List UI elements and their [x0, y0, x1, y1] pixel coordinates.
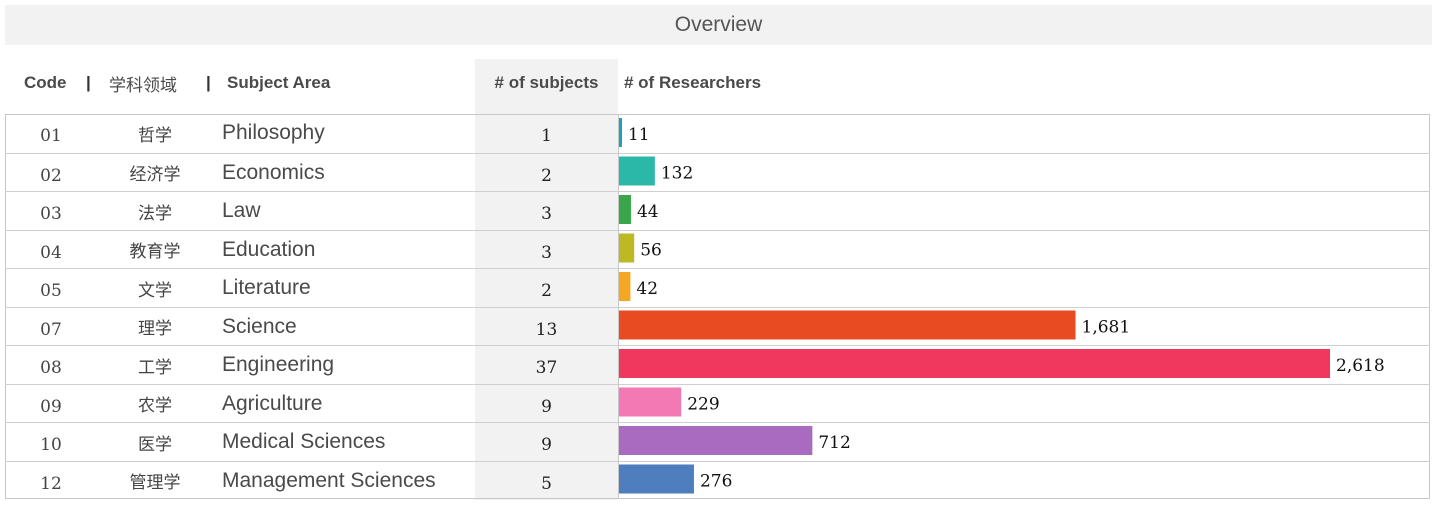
num-subjects-value: 9	[541, 435, 552, 455]
bar-science	[619, 310, 1076, 340]
subject-code: 10	[40, 435, 62, 455]
subject-name-cn: 管理学	[129, 473, 181, 493]
table-row: 07 理学 Science 13	[5, 306, 1430, 345]
table-row: 04 教育学 Education 3	[5, 229, 1430, 268]
num-subjects-value: 2	[541, 281, 552, 301]
num-subjects-value: 5	[541, 473, 552, 494]
subject-name: Economics	[222, 160, 325, 184]
header-num-researchers: # of Researchers	[624, 73, 762, 92]
subject-code: 04	[40, 242, 62, 263]
subject-name-cn: 理学	[138, 319, 172, 339]
num-subjects-value: 9	[541, 396, 552, 417]
bar-management-sciences	[619, 464, 694, 494]
bar-education	[619, 233, 635, 263]
bar-engineering	[619, 349, 1330, 378]
num-subjects-value: 37	[535, 358, 558, 378]
subject-name: Education	[222, 237, 316, 261]
bar-value-label: 1,681	[1082, 318, 1131, 338]
table-row: 12 管理学 Management Sciences 5	[5, 460, 1430, 499]
subject-name-cn: 法学	[138, 203, 172, 224]
bar-medical-sciences	[619, 426, 813, 455]
subject-name-cn: 文学	[138, 280, 172, 301]
subject-name: Science	[222, 314, 297, 338]
num-subjects-value: 2	[541, 165, 552, 186]
table-row: 02 经济学 Economics 2	[5, 152, 1430, 191]
subject-code: 09	[40, 396, 62, 417]
num-subjects-value: 1	[541, 126, 552, 146]
subject-code: 12	[40, 473, 62, 494]
subjects-column-background	[475, 59, 618, 500]
subject-name-cn: 哲学	[138, 125, 172, 146]
table-row: 10 医学 Medical Sciences 9	[5, 422, 1430, 460]
bar-value-label: 276	[700, 472, 732, 492]
table-row: 05 文学 Literature 2	[5, 268, 1430, 306]
subject-name-cn: 工学	[138, 357, 172, 378]
bar-axis-line	[618, 114, 619, 499]
header-separator: |	[86, 73, 91, 92]
header-subject-area: Subject Area	[227, 73, 331, 92]
subject-name-cn: 教育学	[129, 242, 181, 262]
table-row: 03 法学 Law 3	[5, 191, 1430, 229]
bar-value-label: 712	[818, 433, 850, 453]
subject-name: Agriculture	[222, 391, 323, 415]
bar-value-label: 11	[628, 125, 650, 145]
bar-value-label: 56	[640, 241, 662, 261]
header-separator: |	[206, 73, 211, 92]
header-num-subjects: # of subjects	[494, 73, 599, 92]
table-row: 01 哲学 Philosophy 1	[5, 114, 1430, 152]
subject-name: Engineering	[222, 353, 335, 376]
subject-name-cn: 医学	[138, 434, 172, 455]
header-code: Code	[24, 73, 67, 92]
subject-code: 03	[40, 204, 62, 224]
subject-code: 02	[40, 165, 62, 186]
subject-name: Management Sciences	[222, 468, 436, 492]
bar-law	[619, 195, 631, 224]
table-row: 09 农学 Agriculture 9	[5, 383, 1430, 422]
bar-value-label: 44	[637, 202, 659, 222]
num-subjects-value: 3	[541, 204, 552, 224]
subject-name-cn: 农学	[138, 396, 172, 416]
subject-name: Literature	[222, 276, 311, 299]
bar-economics	[619, 156, 655, 186]
table-row: 08 工学 Engineering 37	[5, 345, 1430, 383]
header-cn-area: 学科领域	[109, 75, 177, 96]
bar-philosophy	[619, 118, 622, 147]
subject-name: Medical Sciences	[222, 430, 386, 453]
chart-title: Overview	[5, 5, 1432, 45]
subject-code: 01	[40, 126, 62, 146]
bar-agriculture	[619, 387, 682, 417]
bar-value-label: 42	[636, 279, 658, 299]
subject-name: Law	[222, 199, 261, 222]
subject-code: 07	[40, 319, 62, 340]
subject-name-cn: 经济学	[129, 165, 181, 185]
num-subjects-value: 13	[535, 319, 558, 340]
subject-code: 05	[40, 281, 62, 301]
subject-name: Philosophy	[222, 121, 325, 144]
bar-literature	[619, 272, 631, 301]
bar-value-label: 132	[661, 164, 693, 184]
bar-value-label: 2,618	[1336, 356, 1385, 376]
bar-value-label: 229	[687, 395, 719, 415]
subject-code: 08	[40, 358, 62, 378]
num-subjects-value: 3	[541, 242, 552, 263]
